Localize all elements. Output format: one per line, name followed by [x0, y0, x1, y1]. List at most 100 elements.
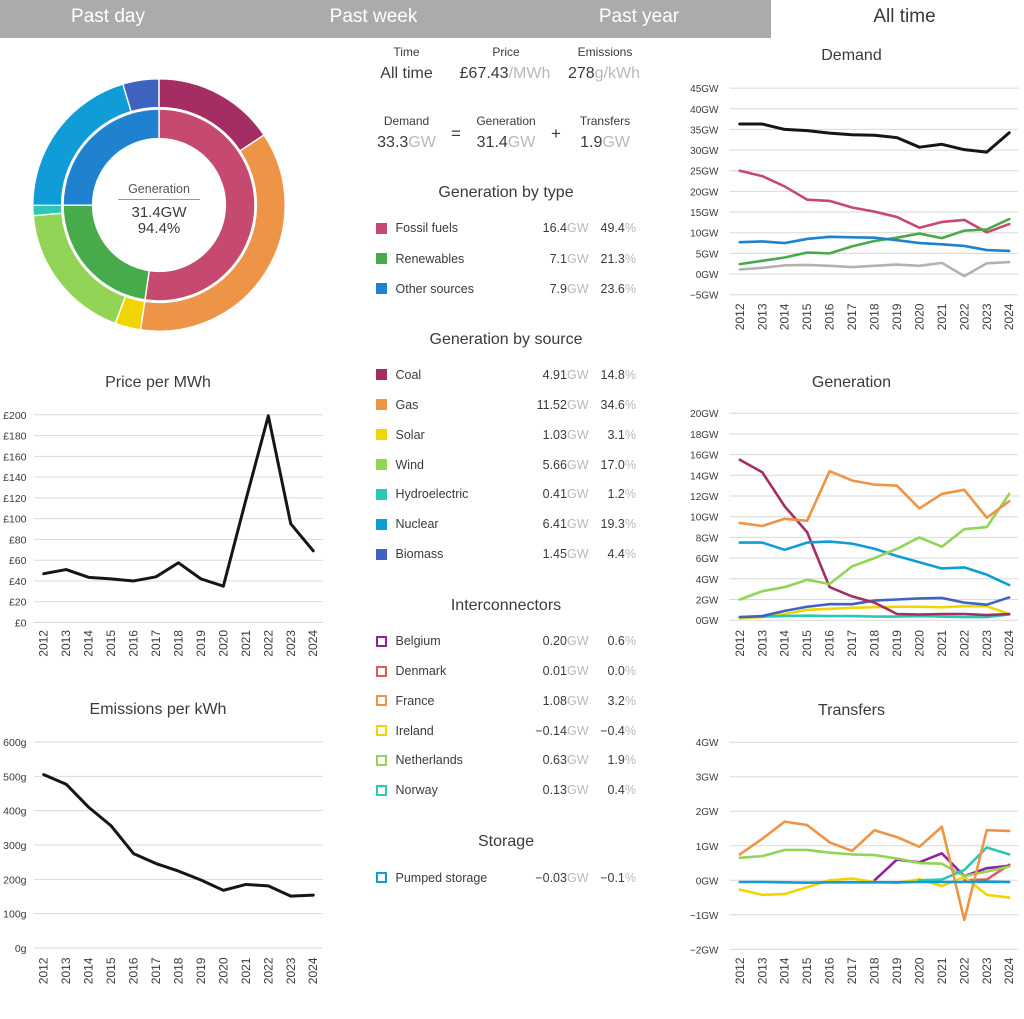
svg-text:2015: 2015: [800, 303, 814, 330]
svg-text:4GW: 4GW: [696, 575, 719, 586]
svg-text:20GW: 20GW: [690, 409, 719, 420]
svg-text:2019: 2019: [890, 630, 904, 657]
svg-text:1GW: 1GW: [696, 842, 719, 853]
svg-text:2018: 2018: [171, 957, 185, 984]
svg-text:14GW: 14GW: [690, 471, 719, 482]
svg-text:2023: 2023: [980, 630, 994, 657]
svg-text:2019: 2019: [890, 957, 904, 984]
svg-text:£60: £60: [9, 555, 27, 567]
svg-text:2018: 2018: [868, 957, 882, 984]
svg-text:8GW: 8GW: [696, 533, 719, 544]
svg-text:2014: 2014: [778, 957, 792, 984]
svg-text:2014: 2014: [82, 957, 96, 984]
svg-text:300g: 300g: [3, 840, 27, 852]
svg-text:2023: 2023: [980, 303, 994, 330]
svg-text:2023: 2023: [980, 957, 994, 984]
svg-text:2017: 2017: [149, 957, 163, 984]
svg-text:0g: 0g: [15, 943, 27, 955]
svg-text:£180: £180: [3, 431, 27, 443]
svg-text:10GW: 10GW: [690, 229, 719, 240]
svg-text:2016: 2016: [823, 957, 837, 984]
svg-text:100g: 100g: [3, 909, 27, 921]
svg-text:£80: £80: [9, 534, 27, 546]
svg-text:£160: £160: [3, 451, 27, 463]
svg-text:2023: 2023: [284, 630, 298, 657]
svg-text:2016: 2016: [127, 630, 141, 657]
svg-text:0GW: 0GW: [696, 270, 719, 281]
svg-text:0GW: 0GW: [696, 616, 719, 627]
svg-text:£200: £200: [3, 410, 27, 422]
svg-text:2024: 2024: [1002, 303, 1016, 330]
svg-text:2014: 2014: [82, 630, 96, 657]
svg-text:25GW: 25GW: [690, 167, 719, 178]
svg-text:2020: 2020: [912, 957, 926, 984]
svg-text:2014: 2014: [778, 630, 792, 657]
svg-text:2024: 2024: [306, 957, 320, 984]
svg-text:400g: 400g: [3, 806, 27, 818]
svg-text:2020: 2020: [912, 303, 926, 330]
svg-text:2015: 2015: [800, 957, 814, 984]
svg-text:2019: 2019: [194, 630, 208, 657]
svg-text:2019: 2019: [890, 303, 904, 330]
svg-text:−5GW: −5GW: [690, 291, 719, 302]
svg-text:2020: 2020: [912, 630, 926, 657]
svg-text:2015: 2015: [104, 957, 118, 984]
svg-text:2017: 2017: [845, 303, 859, 330]
svg-text:2017: 2017: [845, 957, 859, 984]
svg-text:2012: 2012: [37, 957, 51, 984]
svg-text:2022: 2022: [957, 957, 971, 984]
svg-text:£100: £100: [3, 514, 27, 526]
svg-text:2012: 2012: [37, 630, 51, 657]
svg-text:40GW: 40GW: [690, 105, 719, 116]
svg-text:2024: 2024: [1002, 630, 1016, 657]
svg-text:15GW: 15GW: [690, 208, 719, 219]
svg-text:2014: 2014: [778, 303, 792, 330]
svg-text:2013: 2013: [755, 957, 769, 984]
svg-text:30GW: 30GW: [690, 146, 719, 157]
svg-text:10GW: 10GW: [690, 513, 719, 524]
svg-text:2016: 2016: [823, 303, 837, 330]
svg-text:20GW: 20GW: [690, 187, 719, 198]
svg-text:£120: £120: [3, 493, 27, 505]
svg-text:2012: 2012: [733, 630, 747, 657]
svg-text:4GW: 4GW: [696, 738, 719, 749]
svg-text:2013: 2013: [755, 630, 769, 657]
svg-text:2013: 2013: [59, 957, 73, 984]
svg-text:2018: 2018: [868, 630, 882, 657]
svg-text:2021: 2021: [239, 957, 253, 984]
svg-text:2021: 2021: [935, 630, 949, 657]
svg-text:2022: 2022: [261, 630, 275, 657]
svg-text:2012: 2012: [733, 957, 747, 984]
svg-text:2021: 2021: [935, 303, 949, 330]
svg-text:6GW: 6GW: [696, 554, 719, 565]
svg-text:200g: 200g: [3, 874, 27, 886]
svg-text:2021: 2021: [935, 957, 949, 984]
svg-text:18GW: 18GW: [690, 430, 719, 441]
svg-text:16GW: 16GW: [690, 451, 719, 462]
svg-text:12GW: 12GW: [690, 492, 719, 503]
svg-text:2022: 2022: [957, 630, 971, 657]
svg-text:£20: £20: [9, 597, 27, 609]
svg-text:2GW: 2GW: [696, 807, 719, 818]
svg-text:2022: 2022: [957, 303, 971, 330]
svg-text:−1GW: −1GW: [690, 911, 719, 922]
svg-text:2024: 2024: [306, 630, 320, 657]
svg-text:−2GW: −2GW: [690, 945, 719, 956]
svg-text:2018: 2018: [868, 303, 882, 330]
svg-text:500g: 500g: [3, 771, 27, 783]
svg-text:£40: £40: [9, 576, 27, 588]
svg-text:2024: 2024: [1002, 957, 1016, 984]
svg-text:2019: 2019: [194, 957, 208, 984]
svg-text:2GW: 2GW: [696, 596, 719, 607]
svg-text:2015: 2015: [800, 630, 814, 657]
svg-text:£0: £0: [15, 618, 27, 630]
svg-text:5GW: 5GW: [696, 249, 719, 260]
svg-text:35GW: 35GW: [690, 125, 719, 136]
svg-text:2015: 2015: [104, 630, 118, 657]
svg-text:0GW: 0GW: [696, 876, 719, 887]
svg-text:2016: 2016: [823, 630, 837, 657]
svg-text:2022: 2022: [261, 957, 275, 984]
svg-text:2016: 2016: [127, 957, 141, 984]
svg-text:2017: 2017: [149, 630, 163, 657]
svg-text:600g: 600g: [3, 737, 27, 749]
